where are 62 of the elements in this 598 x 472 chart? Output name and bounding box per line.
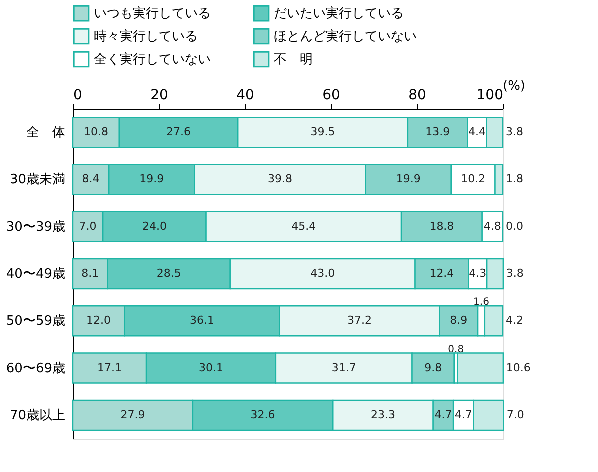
data-label: 19.9 bbox=[140, 172, 164, 186]
data-label: 17.1 bbox=[98, 361, 122, 374]
data-label: 12.0 bbox=[86, 314, 112, 328]
data-label: 4.7 bbox=[434, 408, 452, 422]
data-label: 7.0 bbox=[79, 220, 97, 233]
data-label: 27.9 bbox=[120, 408, 146, 422]
legend-label: だいたい実行している bbox=[274, 6, 404, 22]
data-label: 30.1 bbox=[198, 361, 224, 374]
data-label: 45.4 bbox=[292, 220, 316, 233]
data-label: 12.4 bbox=[430, 267, 454, 280]
data-label: 4.8 bbox=[484, 220, 502, 233]
data-label: 18.8 bbox=[430, 220, 454, 233]
data-label: 8.9 bbox=[450, 314, 468, 328]
data-label: 9.8 bbox=[424, 361, 442, 374]
data-label: 4.3 bbox=[469, 267, 487, 280]
data-label: 43.0 bbox=[310, 267, 336, 280]
data-label: 4.4 bbox=[468, 126, 486, 139]
y-tick-label: 40〜49歳 bbox=[6, 267, 66, 282]
legend-label: いつも実行している bbox=[94, 6, 211, 22]
data-label: 3.8 bbox=[506, 126, 524, 139]
data-label: 10.6 bbox=[506, 361, 531, 374]
data-label: 28.5 bbox=[156, 267, 182, 280]
data-label: 39.8 bbox=[268, 172, 293, 186]
data-label: 4.7 bbox=[454, 408, 472, 422]
y-tick-label: 60〜69歳 bbox=[6, 361, 66, 376]
x-tick-label: 80 bbox=[408, 88, 426, 104]
data-label: 10.2 bbox=[461, 172, 486, 186]
data-label: 0.8 bbox=[448, 344, 464, 356]
data-label: 36.1 bbox=[190, 314, 214, 328]
x-tick-label: 100 bbox=[476, 88, 504, 104]
data-label: 32.6 bbox=[250, 408, 276, 422]
x-tick-label: 20 bbox=[150, 88, 168, 104]
y-tick-label: 全 体 bbox=[26, 126, 66, 141]
data-label: 8.1 bbox=[82, 267, 100, 280]
y-tick-label: 50〜59歳 bbox=[6, 314, 66, 330]
data-label: 19.9 bbox=[396, 172, 421, 186]
legend-label: 不 明 bbox=[274, 52, 313, 68]
data-label: 27.6 bbox=[166, 126, 192, 139]
data-label: 1.8 bbox=[506, 172, 524, 186]
data-label: 10.8 bbox=[84, 126, 108, 139]
y-tick-label: 30〜39歳 bbox=[6, 220, 66, 235]
y-tick-label: 30歳未満 bbox=[10, 172, 66, 188]
data-label: 0.0 bbox=[506, 220, 524, 233]
x-tick-label: 0 bbox=[74, 88, 82, 104]
legend-label: ほとんど実行していない bbox=[274, 28, 417, 44]
x-tick-label: 40 bbox=[236, 88, 254, 104]
legend-label: 時々実行している bbox=[94, 28, 198, 44]
data-label: 1.6 bbox=[474, 297, 490, 308]
x-axis-title: (%) bbox=[503, 79, 526, 94]
data-label: 7.0 bbox=[506, 408, 524, 422]
y-tick-label: 70歳以上 bbox=[10, 408, 66, 424]
data-label: 13.9 bbox=[426, 126, 450, 139]
data-label: 24.0 bbox=[142, 220, 167, 233]
data-label: 3.8 bbox=[506, 267, 524, 280]
data-label: 4.2 bbox=[506, 314, 524, 328]
data-label: 31.7 bbox=[332, 361, 356, 374]
data-label: 37.2 bbox=[348, 314, 372, 328]
x-tick-label: 60 bbox=[322, 88, 340, 104]
legend-label: 全く実行していない bbox=[94, 52, 211, 68]
data-label: 23.3 bbox=[370, 408, 396, 422]
data-label: 8.4 bbox=[82, 172, 100, 186]
data-label: 39.5 bbox=[310, 126, 336, 139]
